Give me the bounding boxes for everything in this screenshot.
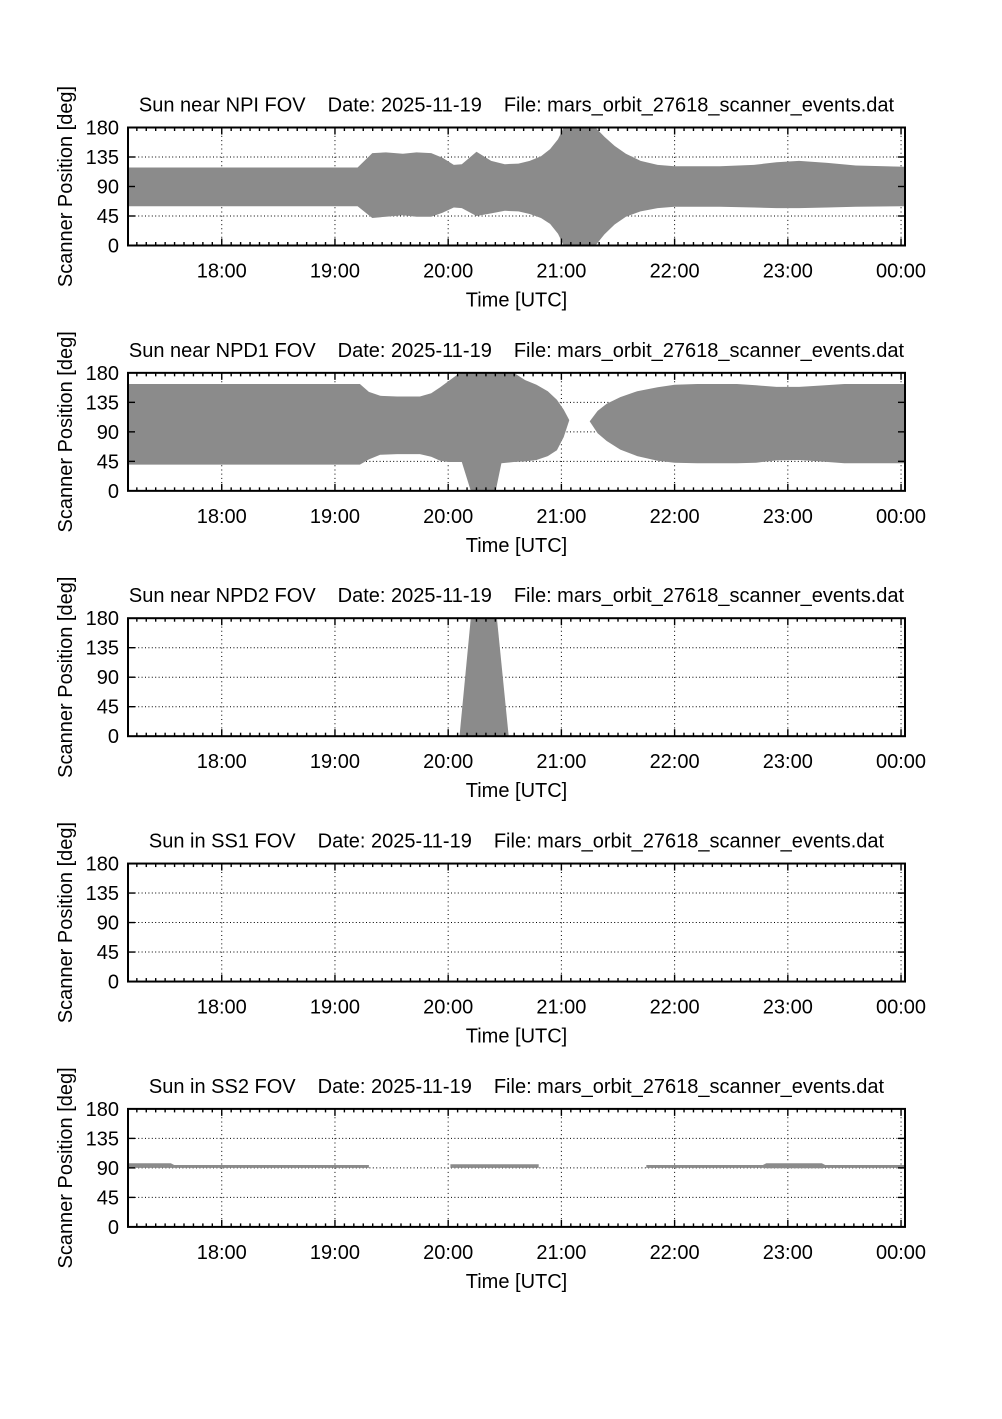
panel-sun-near-npd2-fov: 0 45 90 135 180 18:00 19:00 20:00 21:00 22:00 23:0… <box>55 577 926 803</box>
panel-title: Sun in SS2 FOV Date: 2025-11-19 File: mars… <box>149 1076 885 1098</box>
x-tick-label: 00:00 <box>876 261 926 283</box>
band-sun-in-ss2-fov-0 <box>128 1163 369 1168</box>
x-tick-label: 18:00 <box>197 1242 247 1264</box>
x-tick-label: 22:00 <box>650 261 700 283</box>
y-tick-label: 180 <box>86 1099 119 1121</box>
band-sun-near-npd1-fov-1 <box>589 384 905 464</box>
x-tick-label: 23:00 <box>763 751 813 773</box>
x-tick-label: 23:00 <box>763 506 813 528</box>
x-tick-label: 20:00 <box>423 506 473 528</box>
x-axis-label: Time [UTC] <box>466 535 567 557</box>
y-tick-label: 45 <box>97 1187 119 1209</box>
y-tick-label: 135 <box>86 392 119 414</box>
panel-sun-near-npd1-fov: 0 45 90 135 180 18:00 19:00 20:00 21:00 22:00 23:0… <box>55 331 926 557</box>
x-tick-label: 21:00 <box>536 261 586 283</box>
x-tick-label: 00:00 <box>876 997 926 1019</box>
y-tick-label: 90 <box>97 913 119 935</box>
x-tick-label: 00:00 <box>876 751 926 773</box>
y-tick-label: 135 <box>86 1128 119 1150</box>
x-tick-label: 22:00 <box>650 997 700 1019</box>
y-tick-label: 45 <box>97 942 119 964</box>
y-axis-label: Scanner Position [deg] <box>55 86 77 287</box>
y-tick-label: 180 <box>86 608 119 630</box>
x-tick-label: 20:00 <box>423 751 473 773</box>
y-tick-label: 90 <box>97 667 119 689</box>
y-tick-label: 90 <box>97 422 119 444</box>
x-tick-label: 18:00 <box>197 261 247 283</box>
band-sun-near-npd1-fov-0 <box>128 372 570 491</box>
y-tick-label: 90 <box>97 177 119 199</box>
x-tick-label: 19:00 <box>310 997 360 1019</box>
panel-title: Sun in SS1 FOV Date: 2025-11-19 File: mars… <box>149 831 885 853</box>
x-tick-label: 22:00 <box>650 506 700 528</box>
y-tick-label: 0 <box>108 972 119 994</box>
y-tick-label: 135 <box>86 883 119 905</box>
x-axis-label: Time [UTC] <box>466 290 567 312</box>
x-tick-label: 00:00 <box>876 506 926 528</box>
y-axis-label: Scanner Position [deg] <box>55 822 77 1023</box>
x-tick-label: 20:00 <box>423 261 473 283</box>
y-tick-label: 180 <box>86 854 119 876</box>
x-tick-label: 23:00 <box>763 997 813 1019</box>
y-tick-label: 0 <box>108 1217 119 1239</box>
y-tick-label: 45 <box>97 451 119 473</box>
x-tick-label: 23:00 <box>763 1242 813 1264</box>
y-tick-label: 90 <box>97 1158 119 1180</box>
x-tick-label: 20:00 <box>423 997 473 1019</box>
x-tick-label: 21:00 <box>536 997 586 1019</box>
x-tick-label: 18:00 <box>197 997 247 1019</box>
y-tick-label: 0 <box>108 726 119 748</box>
y-axis-label: Scanner Position [deg] <box>55 331 77 532</box>
y-axis-label: Scanner Position [deg] <box>55 1067 77 1268</box>
x-tick-label: 19:00 <box>310 261 360 283</box>
band-sun-near-npd2-fov-0 <box>459 618 509 737</box>
panel-sun-in-ss2-fov: 0 45 90 135 180 18:00 19:00 20:00 21:00 22:00 23:0… <box>55 1067 926 1293</box>
y-tick-label: 180 <box>86 363 119 385</box>
x-axis-label: Time [UTC] <box>466 1026 567 1048</box>
x-tick-label: 18:00 <box>197 506 247 528</box>
panel-sun-in-ss1-fov: 0 45 90 135 180 18:00 19:00 20:00 21:00 22:00 23:0… <box>55 822 926 1048</box>
y-tick-label: 135 <box>86 147 119 169</box>
y-tick-label: 0 <box>108 481 119 503</box>
y-axis-label: Scanner Position [deg] <box>55 577 77 778</box>
y-tick-label: 180 <box>86 118 119 140</box>
x-tick-label: 19:00 <box>310 1242 360 1264</box>
x-tick-label: 21:00 <box>536 506 586 528</box>
y-tick-label: 135 <box>86 638 119 660</box>
band-sun-in-ss2-fov-2 <box>646 1163 905 1169</box>
x-axis-label: Time [UTC] <box>466 780 567 802</box>
x-tick-label: 20:00 <box>423 1242 473 1264</box>
x-tick-label: 21:00 <box>536 1242 586 1264</box>
band-sun-near-npi-fov-0 <box>128 127 905 246</box>
y-tick-label: 0 <box>108 236 119 258</box>
panel-title: Sun near NPD1 FOV Date: 2025-11-19 File: m… <box>129 340 905 362</box>
x-tick-label: 22:00 <box>650 751 700 773</box>
panel-sun-near-npi-fov: 0 45 90 135 180 18:00 19:00 20:00 21:00 22:00 23:0… <box>55 86 926 312</box>
x-tick-label: 18:00 <box>197 751 247 773</box>
x-tick-label: 22:00 <box>650 1242 700 1264</box>
x-axis-label: Time [UTC] <box>466 1271 567 1293</box>
panel-title: Sun near NPD2 FOV Date: 2025-11-19 File: m… <box>129 585 905 607</box>
x-tick-label: 21:00 <box>536 751 586 773</box>
x-tick-label: 23:00 <box>763 261 813 283</box>
x-tick-label: 19:00 <box>310 506 360 528</box>
panel-title: Sun near NPI FOV Date: 2025-11-19 File: ma… <box>139 95 895 117</box>
x-tick-label: 00:00 <box>876 1242 926 1264</box>
y-tick-label: 45 <box>97 697 119 719</box>
band-sun-in-ss2-fov-1 <box>450 1164 539 1168</box>
y-tick-label: 45 <box>97 206 119 228</box>
x-tick-label: 19:00 <box>310 751 360 773</box>
